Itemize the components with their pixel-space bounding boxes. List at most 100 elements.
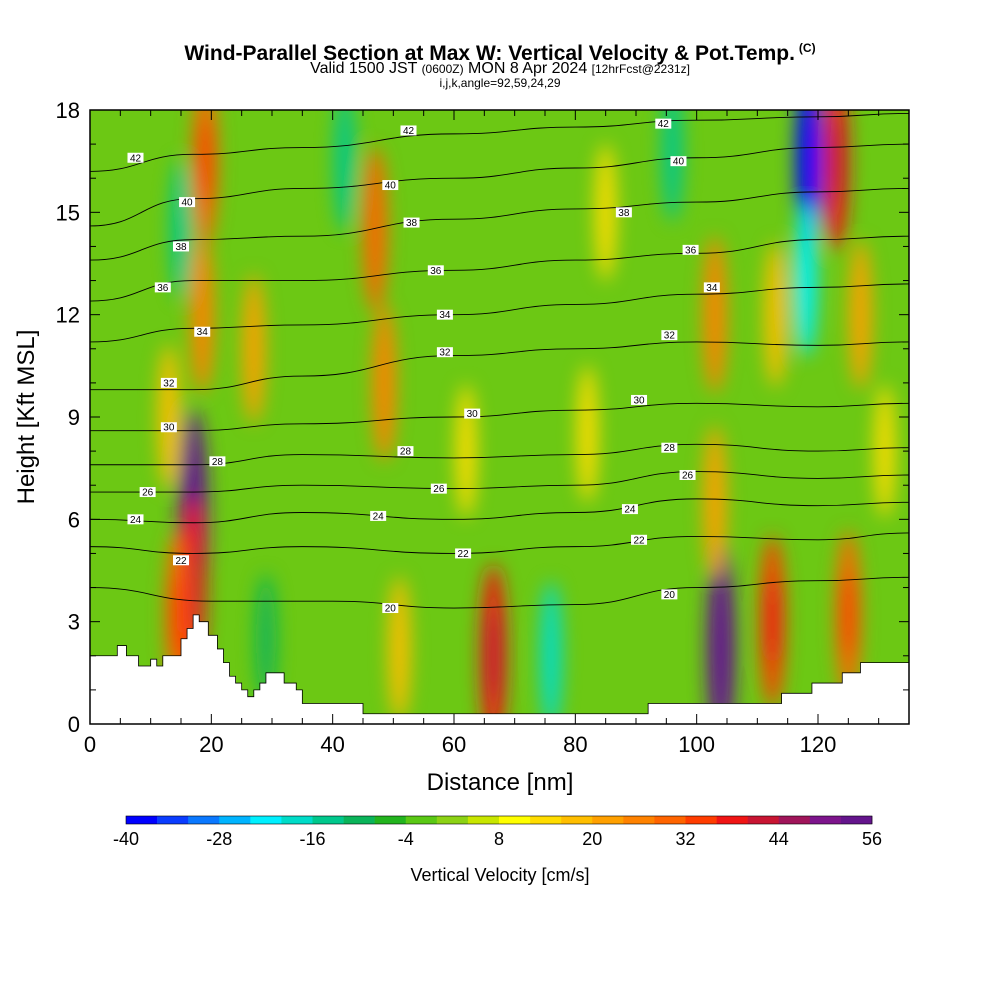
contour-label: 26 xyxy=(682,470,694,481)
colorbar-swatch xyxy=(219,816,251,824)
colorbar-swatch xyxy=(499,816,531,824)
colorbar-tick-label: -4 xyxy=(398,829,414,849)
contour-label-bg xyxy=(209,456,226,467)
x-tick-label: 20 xyxy=(199,732,223,757)
velocity-cell xyxy=(576,365,598,503)
colorbar-tick-label: -16 xyxy=(299,829,325,849)
theta-contour-20 xyxy=(90,576,909,609)
contour-label-bg xyxy=(464,408,481,419)
contour-label: 30 xyxy=(633,395,645,406)
velocity-core xyxy=(198,118,212,204)
contour-label-bg xyxy=(139,487,156,498)
colorbar-swatch xyxy=(623,816,655,824)
contour-label-bg xyxy=(621,504,638,515)
contour-label-bg xyxy=(179,197,196,208)
contour-label-bg xyxy=(370,510,387,521)
theta-contour-24 xyxy=(90,498,909,524)
x-axis-label: Distance [nm] xyxy=(427,769,574,796)
contour-label-bg xyxy=(631,394,648,405)
colorbar-swatch xyxy=(467,816,500,824)
x-tick-label: 40 xyxy=(320,732,344,757)
contour-label: 22 xyxy=(633,535,645,546)
contour-label: 28 xyxy=(664,443,676,454)
colorbar-tick-labels: -40 -28 -16 -4 8 20 32 44 56 xyxy=(113,829,882,849)
colorbar-swatch xyxy=(281,816,313,824)
velocity-cell xyxy=(242,274,265,424)
velocity-cell xyxy=(794,203,818,358)
contour-label-bg xyxy=(430,483,447,494)
colorbar-swatch xyxy=(374,816,407,824)
contour-label: 22 xyxy=(458,549,470,560)
colorbar-swatch xyxy=(157,816,189,824)
velocity-cell xyxy=(388,576,411,722)
contour-label: 26 xyxy=(433,484,445,495)
velocity-core xyxy=(712,595,729,702)
contour-label-bg xyxy=(661,589,678,600)
contour-label: 38 xyxy=(618,208,630,219)
section-indices: i,j,k,angle=92,59,24,29 xyxy=(439,76,561,90)
velocity-cell xyxy=(874,384,896,518)
colorbar-swatch xyxy=(436,816,469,824)
theta-contour-26 xyxy=(90,471,909,493)
contour-label-bg xyxy=(631,534,648,545)
y-axis-label: Height [Kft MSL] xyxy=(13,330,40,505)
contour-label: 32 xyxy=(439,348,451,359)
contour-label: 22 xyxy=(175,556,187,567)
colorbar-swatch xyxy=(840,816,873,824)
velocity-cell xyxy=(334,110,356,232)
contour-label: 34 xyxy=(439,310,451,321)
velocity-cell xyxy=(157,344,180,490)
theta-contour-34 xyxy=(90,283,909,343)
contour-label: 36 xyxy=(685,245,697,256)
colorbar-swatch xyxy=(188,816,220,824)
y-tick-labels: 0 3 6 9 12 15 18 xyxy=(56,98,80,737)
valid-time: Valid 1500 JST xyxy=(310,60,418,77)
contour-label-bg xyxy=(173,241,189,252)
colorbar-swatch xyxy=(809,816,842,824)
colorbar-swatch xyxy=(126,816,158,824)
contour-label: 40 xyxy=(673,157,685,168)
colorbar-tick-label: 44 xyxy=(769,829,789,849)
contour-label-bg xyxy=(682,244,699,255)
contour-label: 38 xyxy=(406,218,418,229)
copyright-mark: (C) xyxy=(798,41,816,55)
contour-label-bg xyxy=(160,377,177,388)
colorbar-swatch xyxy=(405,816,438,824)
colorbar-swatch xyxy=(561,816,593,824)
velocity-core xyxy=(829,115,844,207)
plot-area: 42 42 42 40 40 40 38 38 38 36 36 36 34 34 34 32 32 32 30 30… xyxy=(90,110,909,724)
velocity-core xyxy=(841,572,856,658)
velocity-cell xyxy=(372,304,396,462)
contour-label: 26 xyxy=(142,488,154,499)
contour-label-bg xyxy=(655,118,672,129)
contour-label-bg xyxy=(154,282,171,293)
y-tick-label: 9 xyxy=(68,405,80,430)
velocity-cell xyxy=(170,158,192,301)
velocity-cell xyxy=(703,236,727,394)
contour-label: 24 xyxy=(624,505,636,516)
colorbar-swatch xyxy=(250,816,282,824)
contour-label: 34 xyxy=(197,327,209,338)
velocity-cell xyxy=(363,146,388,312)
contour-label: 40 xyxy=(385,181,397,192)
colorbar-tick-label: 8 xyxy=(494,829,504,849)
velocity-cell xyxy=(455,384,477,518)
y-tick-label: 15 xyxy=(56,200,80,225)
contour-label: 42 xyxy=(130,153,142,164)
contour-label-bg xyxy=(127,152,144,163)
x-tick-labels: 0 20 40 60 80 100 120 xyxy=(84,732,836,757)
velocity-core xyxy=(765,578,780,665)
contour-label-bg xyxy=(436,347,453,358)
forecast-info: [12hrFcst@2231z] xyxy=(591,62,690,76)
colorbar-swatch xyxy=(592,816,624,824)
theta-contour-42 xyxy=(90,112,909,172)
contour-label-bg xyxy=(703,282,720,293)
velocity-cell xyxy=(849,240,872,390)
colorbar-swatch xyxy=(654,816,686,824)
contour-label: 36 xyxy=(157,283,169,294)
chart-title: Wind-Parallel Section at Max W: Vertical… xyxy=(0,36,1000,66)
x-tick-label: 120 xyxy=(800,732,837,757)
velocity-cell xyxy=(190,236,214,394)
contour-label: 24 xyxy=(130,515,142,526)
